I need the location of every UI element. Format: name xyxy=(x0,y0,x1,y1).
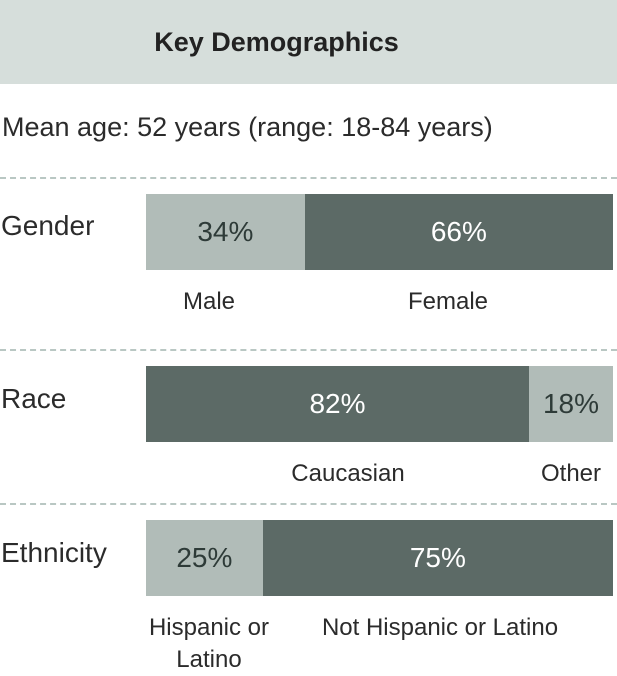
divider xyxy=(0,349,617,351)
category-label-other: Other xyxy=(540,460,602,487)
bar-segment-male: 34% xyxy=(146,194,305,270)
divider xyxy=(0,177,617,179)
category-label-male: Male xyxy=(182,288,236,315)
row-label-gender: Gender xyxy=(1,210,95,241)
category-label-hispanic: Hispanic or Latino xyxy=(146,612,272,676)
bar-segment-not-hispanic: 75% xyxy=(262,520,613,596)
row-label-ethnicity: Ethnicity xyxy=(1,537,107,568)
row-label-race: Race xyxy=(1,383,67,414)
data-label: 34% xyxy=(197,216,254,247)
mean-age-text: Mean age: 52 years (range: 18-84 years) xyxy=(2,112,493,142)
header-banner: Key Demographics xyxy=(0,0,617,84)
category-label-caucasian: Caucasian xyxy=(291,460,405,487)
data-label: 82% xyxy=(309,388,366,419)
bar-segment-female: 66% xyxy=(304,194,613,270)
category-label-female: Female xyxy=(407,288,489,315)
ethnicity-bar: 25% 75% xyxy=(146,520,613,596)
bar-segment-hispanic: 25% xyxy=(146,520,263,596)
race-bar: 82% 18% xyxy=(146,366,613,442)
divider xyxy=(0,503,617,505)
gender-bar: 34% 66% xyxy=(146,194,613,270)
bar-segment-caucasian: 82% xyxy=(146,366,529,442)
page-title: Key Demographics xyxy=(154,26,399,57)
data-label: 25% xyxy=(176,542,233,573)
data-label: 18% xyxy=(542,388,599,419)
bar-segment-other: 18% xyxy=(528,366,613,442)
category-label-not-hispanic: Not Hispanic or Latino xyxy=(321,614,559,641)
data-label: 66% xyxy=(430,216,487,247)
data-label: 75% xyxy=(409,542,466,573)
category-label-text: Hispanic or Latino xyxy=(148,614,270,673)
